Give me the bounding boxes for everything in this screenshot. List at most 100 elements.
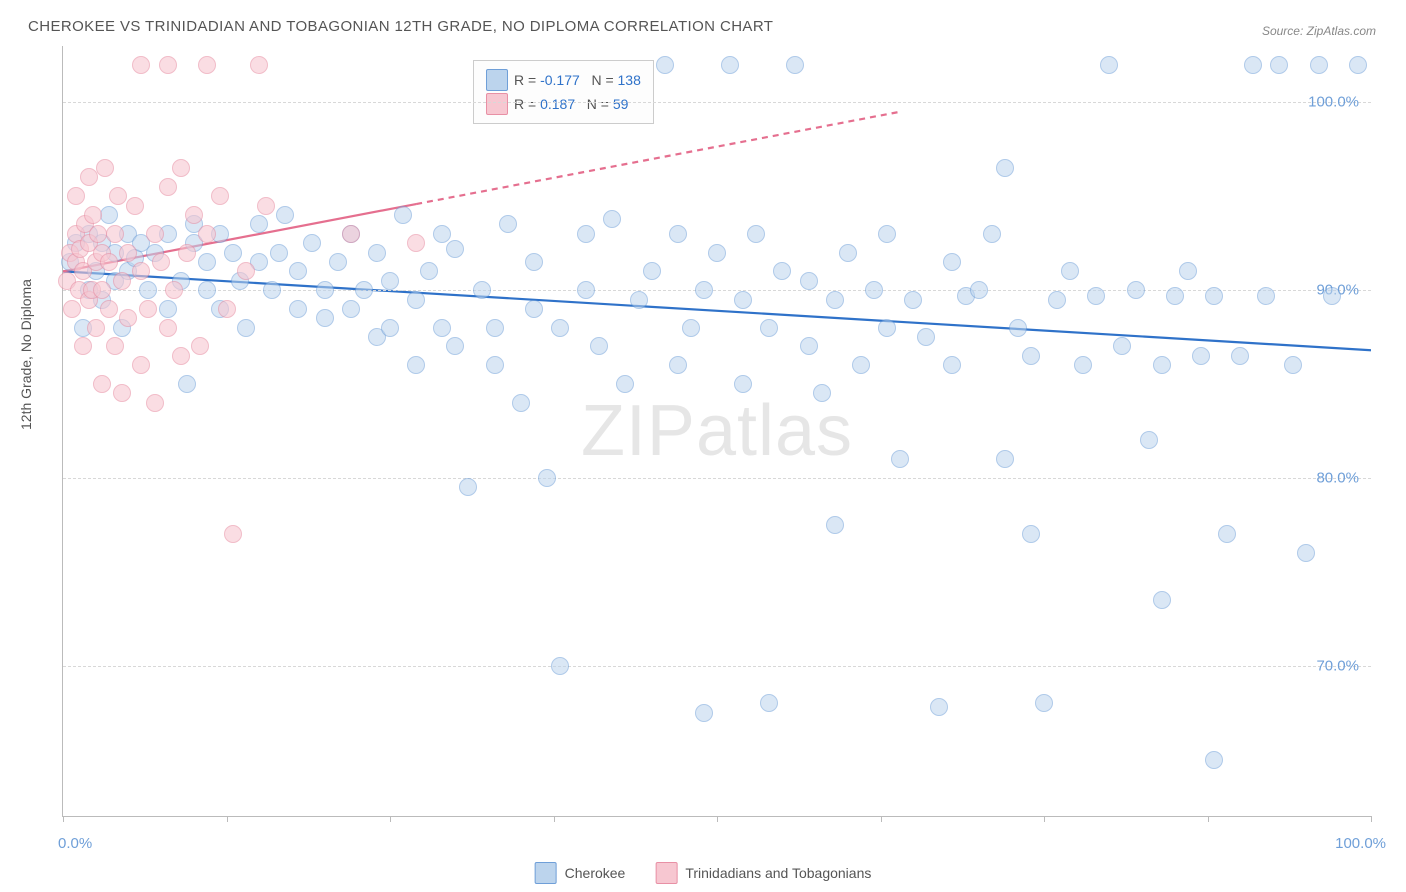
data-point [63, 300, 81, 318]
data-point [433, 225, 451, 243]
data-point [1192, 347, 1210, 365]
stats-legend-row: R = -0.177 N = 138 [486, 69, 641, 91]
x-tick [227, 816, 228, 822]
data-point [126, 197, 144, 215]
y-axis-label: 12th Grade, No Diploma [18, 279, 34, 430]
data-point [100, 253, 118, 271]
data-point [289, 300, 307, 318]
data-point [1140, 431, 1158, 449]
data-point [224, 525, 242, 543]
stats-legend-row: R = 0.187 N = 59 [486, 93, 641, 115]
data-point [1153, 591, 1171, 609]
data-point [1166, 287, 1184, 305]
data-point [139, 300, 157, 318]
data-point [67, 187, 85, 205]
data-point [159, 178, 177, 196]
data-point [943, 253, 961, 271]
data-point [970, 281, 988, 299]
stats-text: R = 0.187 N = 59 [514, 96, 628, 112]
data-point [747, 225, 765, 243]
data-point [839, 244, 857, 262]
data-point [1257, 287, 1275, 305]
data-point [74, 337, 92, 355]
data-point [1205, 287, 1223, 305]
legend-swatch [535, 862, 557, 884]
data-point [1310, 56, 1328, 74]
data-point [132, 262, 150, 280]
data-point [459, 478, 477, 496]
x-tick [63, 816, 64, 822]
data-point [760, 694, 778, 712]
data-point [708, 244, 726, 262]
data-point [270, 244, 288, 262]
data-point [1061, 262, 1079, 280]
data-point [773, 262, 791, 280]
data-point [1323, 287, 1341, 305]
data-point [218, 300, 236, 318]
data-point [93, 375, 111, 393]
data-point [473, 281, 491, 299]
x-tick [1044, 816, 1045, 822]
data-point [1074, 356, 1092, 374]
data-point [813, 384, 831, 402]
stats-legend: R = -0.177 N = 138 R = 0.187 N = 59 [473, 60, 654, 124]
data-point [1218, 525, 1236, 543]
data-point [1244, 56, 1262, 74]
data-point [1179, 262, 1197, 280]
data-point [119, 309, 137, 327]
data-point [525, 253, 543, 271]
chart-title: CHEROKEE VS TRINIDADIAN AND TOBAGONIAN 1… [28, 18, 773, 35]
data-point [342, 225, 360, 243]
data-point [512, 394, 530, 412]
data-point [1022, 347, 1040, 365]
data-point [93, 281, 111, 299]
data-point [669, 225, 687, 243]
data-point [237, 262, 255, 280]
x-tick [390, 816, 391, 822]
data-point [734, 291, 752, 309]
data-point [525, 300, 543, 318]
data-point [89, 225, 107, 243]
data-point [551, 319, 569, 337]
data-point [100, 206, 118, 224]
data-point [250, 215, 268, 233]
data-point [577, 225, 595, 243]
data-point [132, 356, 150, 374]
data-point [381, 319, 399, 337]
data-point [420, 262, 438, 280]
x-tick [1208, 816, 1209, 822]
data-point [996, 159, 1014, 177]
data-point [172, 159, 190, 177]
x-tick [717, 816, 718, 822]
data-point [486, 356, 504, 374]
legend-swatch [486, 93, 508, 115]
gridline [63, 102, 1371, 103]
data-point [106, 225, 124, 243]
data-point [603, 210, 621, 228]
trend-lines [63, 46, 1371, 816]
data-point [119, 244, 137, 262]
data-point [433, 319, 451, 337]
data-point [695, 704, 713, 722]
data-point [1100, 56, 1118, 74]
stats-text: R = -0.177 N = 138 [514, 72, 641, 88]
data-point [878, 319, 896, 337]
data-point [316, 281, 334, 299]
data-point [577, 281, 595, 299]
data-point [394, 206, 412, 224]
data-point [355, 281, 373, 299]
data-point [113, 384, 131, 402]
legend-item: Cherokee [535, 862, 626, 884]
data-point [1231, 347, 1249, 365]
data-point [407, 291, 425, 309]
data-point [159, 300, 177, 318]
data-point [316, 309, 334, 327]
data-point [1127, 281, 1145, 299]
data-point [1048, 291, 1066, 309]
data-point [146, 394, 164, 412]
data-point [1349, 56, 1367, 74]
data-point [185, 206, 203, 224]
data-point [84, 206, 102, 224]
data-point [1153, 356, 1171, 374]
data-point [178, 244, 196, 262]
